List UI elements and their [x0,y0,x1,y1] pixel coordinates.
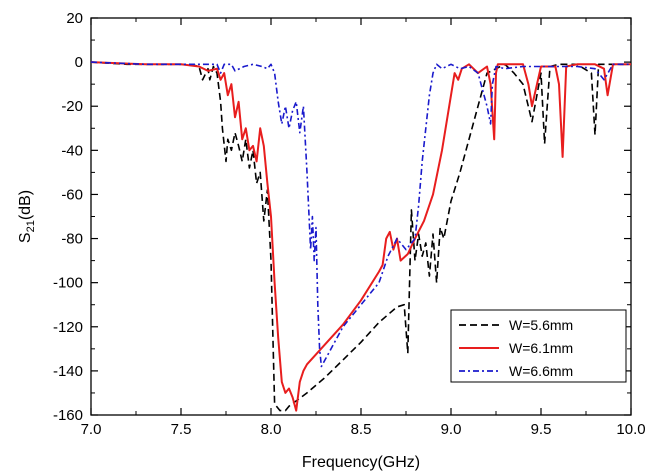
series-line-1 [90,61,631,412]
y-tick-label: -20 [61,98,83,115]
y-tick-label: -100 [53,275,83,292]
y-tick-label: -160 [53,407,83,424]
legend-label-2: W=6.1mm [509,340,573,356]
legend: W=5.6mm W=6.1mm W=6.6mm [450,309,627,383]
tick-labels: 7.0 7.5 8.0 8.5 9.0 9.5 10.0 20 0 -20 -40 -60 -80 -10… [53,10,646,438]
x-tick-label: 7.5 [171,421,192,438]
series-line-2 [90,61,631,412]
x-tick-label: 10.0 [616,421,645,438]
legend-box [450,309,627,383]
series-line-3 [90,61,631,368]
y-axis-label-unit: (dB) [17,190,34,220]
x-axis-label: Frequency(GHz) [302,454,420,471]
y-tick-label: 20 [66,10,83,27]
legend-label-1: W=5.6mm [509,317,573,333]
x-tick-label: 8.5 [351,421,372,438]
y-tick-label: -140 [53,363,83,380]
series-layer [90,61,631,412]
y-tick-label: -40 [61,142,83,159]
x-tick-label: 9.5 [531,421,552,438]
y-axis-label-main: S [17,232,34,243]
y-tick-label: 0 [75,54,83,71]
y-tick-label: -60 [61,186,83,203]
x-tick-label: 7.0 [81,421,102,438]
y-axis-label: S21(dB) [17,190,37,243]
y-tick-label: -120 [53,319,83,336]
x-tick-label: 9.0 [441,421,462,438]
y-tick-label: -80 [61,231,83,248]
x-tick-label: 8.0 [261,421,282,438]
plot-area [90,17,632,416]
legend-label-3: W=6.6mm [509,363,573,379]
y-axis-label-subscript: 21 [25,220,37,232]
